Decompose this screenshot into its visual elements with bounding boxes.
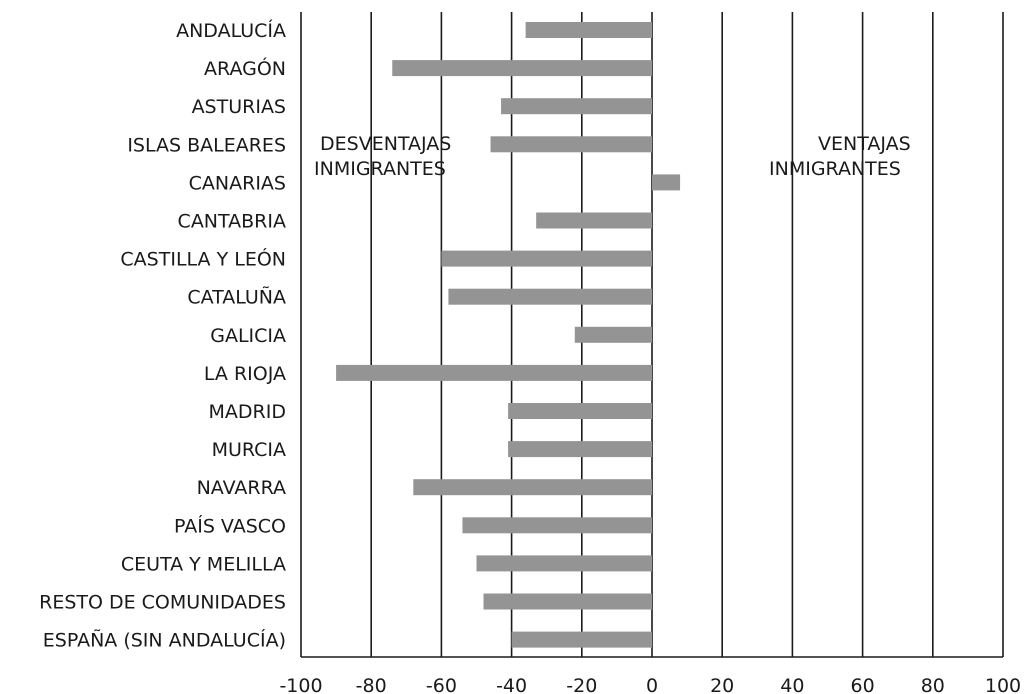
bar-6 — [441, 250, 652, 267]
bar-15 — [483, 593, 652, 610]
bar-4 — [652, 174, 681, 191]
x-tick-label-5: 0 — [646, 675, 658, 694]
category-label-10: MADRID — [209, 401, 286, 423]
category-label-13: PAÍS VASCO — [174, 514, 286, 537]
category-label-2: ASTURIAS — [192, 96, 286, 118]
annotation-disadvantage-line-1: DESVENTAJAS — [320, 133, 451, 155]
category-label-8: GALICIA — [210, 325, 286, 347]
bar-9 — [336, 364, 652, 381]
annotation-advantage-line-1: VENTAJAS — [818, 133, 911, 155]
bar-1 — [392, 60, 652, 77]
x-tick-label-10: 100 — [985, 675, 1021, 694]
bar-12 — [413, 479, 652, 496]
x-tick-label-3: -40 — [496, 675, 527, 694]
bar-layer — [336, 22, 681, 648]
category-label-4: CANARIAS — [189, 172, 286, 194]
bar-5 — [536, 212, 652, 229]
category-label-16: ESPAÑA (SIN ANDALUCÍA) — [43, 629, 286, 652]
bar-13 — [462, 517, 652, 534]
bar-11 — [508, 441, 652, 458]
category-label-1: ARAGÓN — [204, 56, 286, 80]
category-label-9: LA RIOJA — [204, 363, 286, 385]
category-label-3: ISLAS BALEARES — [127, 134, 286, 156]
category-label-12: NAVARRA — [197, 477, 286, 499]
category-label-14: CEUTA Y MELILLA — [121, 553, 286, 575]
bar-8 — [574, 326, 652, 343]
bar-0 — [525, 22, 652, 38]
annotations: DESVENTAJAS INMIGRANTES VENTAJAS INMIGRA… — [314, 133, 911, 180]
annotation-advantage-line-2: INMIGRANTES — [769, 158, 901, 180]
category-label-7: CATALUÑA — [187, 286, 286, 309]
category-label-15: RESTO DE COMUNIDADES — [39, 592, 286, 614]
x-tick-label-0: -100 — [279, 675, 322, 694]
x-tick-label-4: -20 — [566, 675, 597, 694]
x-tick-label-8: 60 — [851, 675, 875, 694]
x-tick-label-1: -80 — [356, 675, 387, 694]
x-tick-label-7: 40 — [780, 675, 804, 694]
bar-7 — [448, 288, 652, 305]
bar-3 — [490, 136, 652, 153]
category-labels: ANDALUCÍA ARAGÓN ASTURIAS ISLAS BALEARES CAN… — [39, 19, 286, 652]
x-tick-label-2: -60 — [426, 675, 457, 694]
category-label-0: ANDALUCÍA — [176, 19, 286, 42]
annotation-disadvantage-line-2: INMIGRANTES — [314, 158, 446, 180]
bar-2 — [501, 98, 652, 115]
x-tick-label-9: 80 — [921, 675, 945, 694]
x-tick-label-6: 20 — [710, 675, 734, 694]
x-tick-labels: -100 -80 -60 -40 -20 0 20 40 60 80 100 — [279, 675, 1021, 694]
category-label-6: CASTILLA Y LEÓN — [120, 247, 286, 271]
category-label-11: MURCIA — [212, 439, 286, 461]
category-label-5: CANTABRIA — [178, 211, 286, 233]
bar-14 — [476, 555, 652, 572]
bar-10 — [508, 403, 652, 419]
bar-16 — [511, 631, 652, 648]
